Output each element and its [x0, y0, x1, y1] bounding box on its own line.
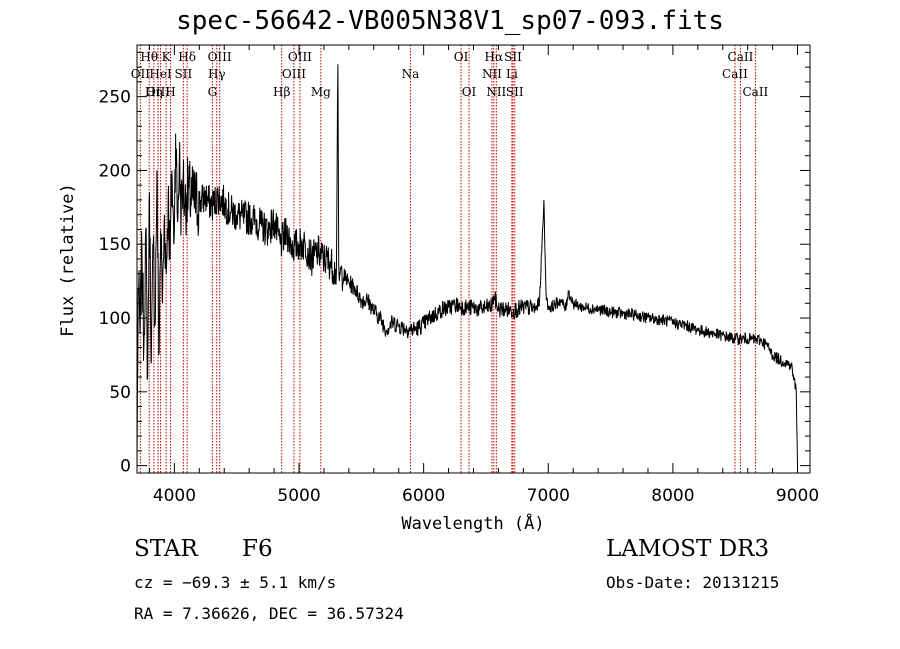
marker-label: CaII: [722, 67, 748, 81]
survey-name: LAMOST DR3: [606, 536, 770, 562]
marker-label: Hη: [145, 85, 163, 99]
marker-label: CaII: [742, 85, 768, 99]
marker-label: Hβ: [273, 85, 290, 99]
marker-label: OIII: [146, 85, 170, 99]
x-tick-label: 8000: [651, 486, 694, 506]
marker-label: K: [162, 50, 172, 64]
y-tick-label: 0: [120, 457, 131, 477]
y-tick-label: 250: [99, 88, 131, 108]
marker-label: HeI: [149, 67, 172, 81]
spectrum-line: [136, 64, 798, 466]
marker-label: G: [208, 85, 218, 99]
y-tick-label: 200: [99, 161, 131, 181]
marker-label: SII: [504, 50, 522, 64]
x-tick-label: 9000: [776, 486, 819, 506]
marker-label: Hγ: [208, 67, 226, 81]
redshift-velocity: cz = −69.3 ± 5.1 km/s: [134, 573, 337, 592]
marker-label: H: [165, 85, 175, 99]
axes: 4000 5000 6000 7000 8000 9000 0 50 100 150 200 250: [99, 45, 819, 506]
marker-label: Hδ: [178, 50, 196, 64]
object-subclass: F6: [242, 536, 273, 562]
x-axis-label: Wavelength (Å): [401, 512, 544, 534]
marker-label: OI: [454, 50, 469, 64]
y-tick-label: 100: [99, 309, 131, 329]
y-axis-label: Flux (relative): [58, 183, 78, 337]
marker-label: NII: [486, 85, 506, 99]
y-tick-label: 150: [99, 235, 131, 255]
marker-label: Na: [402, 67, 420, 81]
plot-frame: [136, 44, 811, 474]
x-tick-label: 6000: [402, 486, 445, 506]
x-tick-label: 5000: [277, 486, 320, 506]
x-tick-label: 7000: [527, 486, 570, 506]
marker-label: OI: [462, 85, 477, 99]
marker-label: Li: [506, 67, 518, 81]
marker-label: OIII: [282, 67, 306, 81]
marker-label: SII: [175, 67, 193, 81]
marker-label: Hα: [485, 50, 504, 64]
marker-label: Hθ: [140, 50, 158, 64]
chart-title: spec-56642-VB005N38V1_sp07-093.fits: [176, 6, 724, 36]
marker-label: OII: [131, 67, 151, 81]
marker-label: OIII: [208, 50, 232, 64]
object-class: STAR: [134, 536, 198, 562]
marker-label: Mg: [311, 85, 331, 99]
ra-dec-coordinates: RA = 7.36626, DEC = 36.57324: [134, 604, 404, 623]
x-tick-label: 4000: [153, 486, 196, 506]
marker-label: NII: [482, 67, 502, 81]
line-markers: [139, 45, 756, 473]
y-tick-label: 50: [109, 383, 131, 403]
marker-label: SII: [506, 85, 524, 99]
spectrum-series: [136, 64, 798, 466]
observation-date: Obs-Date: 20131215: [606, 573, 780, 592]
marker-label: CaII: [728, 50, 754, 64]
marker-label: OIII: [288, 50, 312, 64]
